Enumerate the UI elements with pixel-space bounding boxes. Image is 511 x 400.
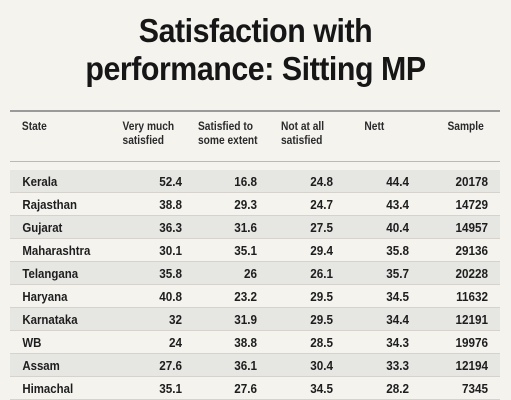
cell-nett: 28.2 <box>386 380 409 396</box>
cell-not-at-all-satisfied: 29.5 <box>310 288 333 304</box>
cell-satisfied-some-extent: 16.8 <box>234 173 257 189</box>
cell-nett: 35.8 <box>386 242 409 258</box>
table-header-row: State Very much satisfied Satisfied to s… <box>10 110 500 162</box>
cell-very-much-satisfied: 35.1 <box>159 380 182 396</box>
cell-state: Rajasthan <box>22 196 78 212</box>
cell-sample: 19976 <box>455 334 488 350</box>
cell-sample: 14957 <box>455 219 488 235</box>
cell-nett: 34.3 <box>386 334 409 350</box>
cell-satisfied-some-extent: 23.2 <box>234 288 257 304</box>
cell-state: Gujarat <box>22 219 63 235</box>
cell-very-much-satisfied: 38.8 <box>159 196 182 212</box>
table-row: Assam 27.6 36.1 30.4 33.3 12194 <box>10 354 500 377</box>
header-state: State <box>21 119 47 133</box>
cell-nett: 43.4 <box>386 196 409 212</box>
cell-state: Kerala <box>22 173 58 189</box>
cell-very-much-satisfied: 36.3 <box>159 219 182 235</box>
cell-satisfied-some-extent: 29.3 <box>234 196 257 212</box>
cell-satisfied-some-extent: 31.9 <box>234 311 257 327</box>
cell-not-at-all-satisfied: 27.5 <box>310 219 333 235</box>
cell-nett: 35.7 <box>386 265 409 281</box>
cell-very-much-satisfied: 32 <box>168 311 182 327</box>
cell-satisfied-some-extent: 26 <box>243 265 257 281</box>
cell-state: WB <box>22 334 42 350</box>
cell-very-much-satisfied: 35.8 <box>159 265 182 281</box>
cell-not-at-all-satisfied: 30.4 <box>310 357 333 373</box>
cell-satisfied-some-extent: 35.1 <box>234 242 257 258</box>
cell-satisfied-some-extent: 38.8 <box>234 334 257 350</box>
cell-state: Haryana <box>22 288 68 304</box>
table-row: Haryana 40.8 23.2 29.5 34.5 11632 <box>10 285 500 308</box>
cell-nett: 34.5 <box>386 288 409 304</box>
cell-sample: 7345 <box>461 380 488 396</box>
table-body: Kerala 52.4 16.8 24.8 44.4 20178 Rajasthan 38.8… <box>10 170 500 400</box>
table-row: Gujarat 36.3 31.6 27.5 40.4 14957 <box>10 216 500 239</box>
header-nett: Nett <box>364 119 385 133</box>
table-row: WB 24 38.8 28.5 34.3 19976 <box>10 331 500 354</box>
table-row: Telangana 35.8 26 26.1 35.7 20228 <box>10 262 500 285</box>
cell-not-at-all-satisfied: 24.8 <box>310 173 333 189</box>
cell-very-much-satisfied: 27.6 <box>159 357 182 373</box>
cell-sample: 29136 <box>455 242 488 258</box>
cell-sample: 20178 <box>455 173 488 189</box>
table-row: Rajasthan 38.8 29.3 24.7 43.4 14729 <box>10 193 500 216</box>
cell-state: Telangana <box>22 265 79 281</box>
satisfaction-table: State Very much satisfied Satisfied to s… <box>10 110 500 400</box>
cell-sample: 11632 <box>456 288 488 304</box>
cell-satisfied-some-extent: 31.6 <box>234 219 257 235</box>
cell-sample: 12191 <box>455 311 488 327</box>
title-line-2: performance: Sitting MP <box>85 50 426 87</box>
cell-sample: 14729 <box>455 196 488 212</box>
header-satisfied-some-extent: Satisfied to some extent <box>198 119 258 147</box>
title-line-1: Satisfaction with <box>138 12 373 49</box>
cell-state: Maharashtra <box>22 242 91 258</box>
cell-very-much-satisfied: 30.1 <box>159 242 182 258</box>
cell-very-much-satisfied: 52.4 <box>159 173 182 189</box>
cell-not-at-all-satisfied: 26.1 <box>310 265 333 281</box>
cell-nett: 33.3 <box>386 357 409 373</box>
table-row: Maharashtra 30.1 35.1 29.4 35.8 29136 <box>10 239 500 262</box>
cell-state: Assam <box>22 357 60 373</box>
cell-sample: 20228 <box>455 265 488 281</box>
header-sample: Sample <box>447 119 484 133</box>
cell-not-at-all-satisfied: 28.5 <box>310 334 333 350</box>
cell-sample: 12194 <box>455 357 488 373</box>
cell-not-at-all-satisfied: 24.7 <box>310 196 333 212</box>
table-row: Karnataka 32 31.9 29.5 34.4 12191 <box>10 308 500 331</box>
cell-nett: 44.4 <box>386 173 409 189</box>
cell-state: Himachal <box>22 380 74 396</box>
header-spacer <box>10 162 500 170</box>
cell-satisfied-some-extent: 36.1 <box>234 357 257 373</box>
table-row: Kerala 52.4 16.8 24.8 44.4 20178 <box>10 170 500 193</box>
cell-satisfied-some-extent: 27.6 <box>234 380 257 396</box>
page-title: Satisfaction with performance: Sitting M… <box>20 0 490 87</box>
table-row: Himachal 35.1 27.6 34.5 28.2 7345 <box>10 377 500 400</box>
cell-nett: 34.4 <box>386 311 409 327</box>
header-not-at-all-satisfied: Not at all satisfied <box>281 119 325 147</box>
cell-state: Karnataka <box>22 311 78 327</box>
header-very-much-satisfied: Very much satisfied <box>122 119 175 147</box>
cell-not-at-all-satisfied: 29.5 <box>310 311 333 327</box>
cell-not-at-all-satisfied: 29.4 <box>310 242 333 258</box>
cell-not-at-all-satisfied: 34.5 <box>310 380 333 396</box>
cell-very-much-satisfied: 40.8 <box>159 288 182 304</box>
cell-nett: 40.4 <box>386 219 409 235</box>
cell-very-much-satisfied: 24 <box>168 334 182 350</box>
